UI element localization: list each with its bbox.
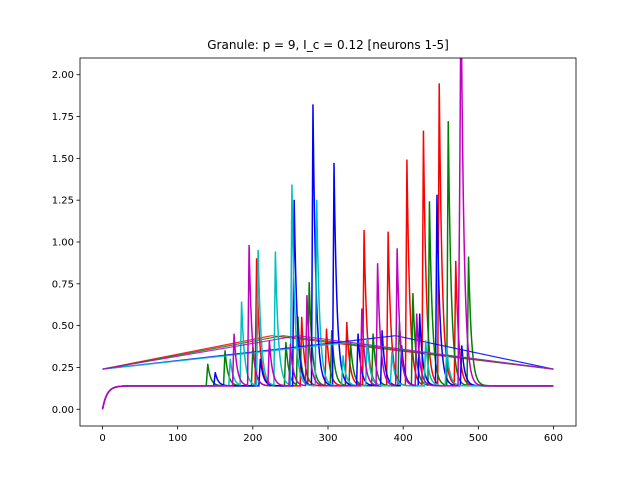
spike-peak-point [363,229,365,231]
x-tick-label: 500 [469,433,488,444]
spike-peak-point [396,248,398,250]
y-tick-label: 2.00 [52,70,74,81]
spike-peak-point [229,358,231,360]
spike-peak-point [461,345,463,347]
spike-peak-point [289,343,292,345]
spike-peak-point [306,294,308,297]
spike-peak-point [248,244,250,246]
x-tick-label: 100 [168,433,187,444]
x-tick-label: 400 [394,433,413,444]
ramp-line [395,335,554,370]
spike-peak-point [458,212,461,215]
spike-peak-point [372,333,374,335]
spike-peak-point [312,104,314,106]
spike-peak-point [256,258,258,260]
series-5 [101,58,554,410]
spike-peak-point [460,84,462,86]
y-tick-label: 1.75 [52,112,74,123]
ramp-line [297,335,554,370]
spike-peak-point [425,340,427,342]
spike-peak-point [366,338,368,340]
y-tick-label: 0.75 [52,279,74,290]
y-tick-label: 1.00 [52,238,74,249]
spike-peak-point [381,330,383,332]
spike-peak-point [342,355,344,357]
axis-layer: 0 100 200 300 400 500 600 0.00 0.25 0.50 0.75 1.00 1… [52,70,563,444]
spike-peak-point [214,371,216,374]
spike-peak-point [274,251,276,253]
spike-peak-point [357,333,359,335]
series-layer [101,58,554,410]
ramp-line [102,335,299,370]
spike-peak-point [447,120,449,123]
spike-peak-point [257,249,259,251]
spike-peak-point [438,84,440,86]
x-tick-label: 600 [544,433,563,444]
y-tick-label: 0.25 [52,363,74,374]
spike-peak-point [325,328,328,330]
series-group [101,58,554,410]
spike-peak-point [291,184,293,186]
spike-peak-point [377,263,379,265]
spike-peak-point [416,313,418,315]
y-tick-label: 0.00 [52,405,74,416]
spike-peak-point [455,261,457,263]
spike-peak-point [406,159,408,161]
spike-peak-point [308,283,310,285]
y-tick-label: 1.50 [52,154,74,165]
spike-peak-point [285,341,287,343]
spike-peak-point [436,194,438,196]
spike-peak-point [240,301,243,303]
spike-peak-point [387,231,389,233]
spike-peak-point [467,256,470,258]
spike-peak-point [268,340,270,342]
spike-peak-point [391,351,393,353]
chart-title: Granule: p = 9, I_c = 0.12 [neurons 1-5] [207,38,449,52]
spike-peak-point [224,350,226,352]
x-tick-label: 0 [99,433,105,444]
spike-peak-point [422,131,425,133]
x-tick-label: 300 [318,433,337,444]
x-tick-label: 200 [243,433,262,444]
spike-peak-point [316,199,318,201]
spike-peak-point [428,201,431,203]
spike-peak-point [293,199,295,201]
spike-peak-point [412,293,414,295]
spike-peak-point [301,316,303,318]
spike-peak-point [419,313,421,315]
spike-trace [101,58,554,410]
spike-peak-point [207,363,209,365]
spike-peak-point [361,308,363,310]
spike-peak-point [233,333,235,335]
spike-peak-point [346,321,348,323]
spike-peak-point [333,162,335,164]
spike-peak-point [446,346,448,348]
spike-peak-point [259,358,261,360]
spike-peak-point [331,330,333,332]
y-tick-label: 1.25 [52,196,74,207]
y-tick-label: 0.50 [52,321,74,332]
